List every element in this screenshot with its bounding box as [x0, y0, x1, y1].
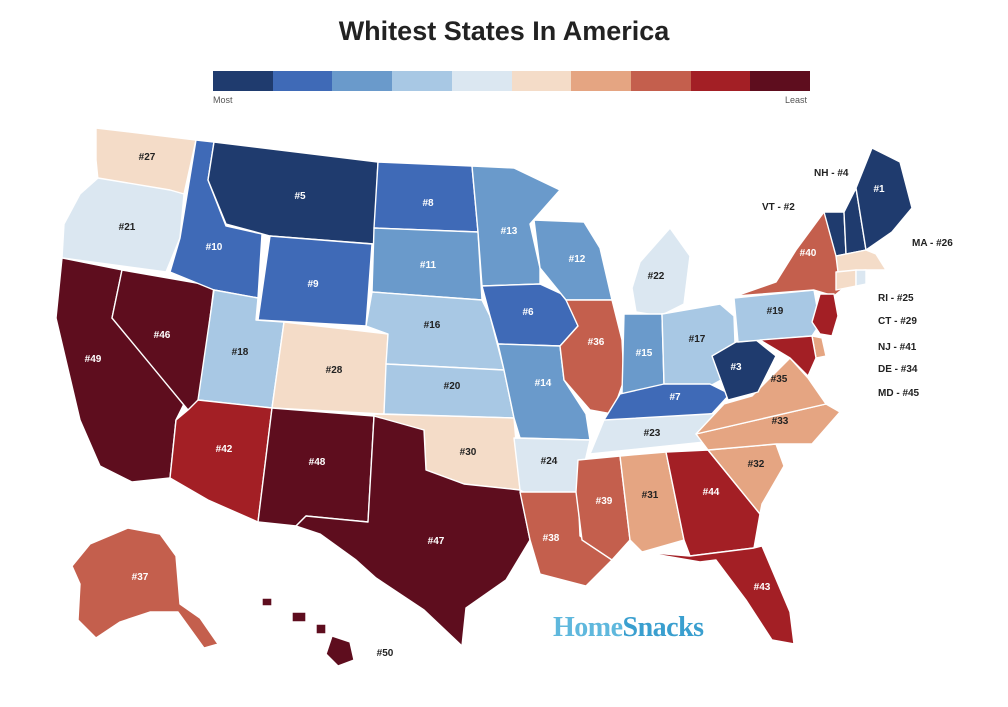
rank-label-ne: #16 [424, 320, 441, 331]
legend-swatch [750, 71, 811, 91]
rank-label-ok: #30 [460, 447, 477, 458]
rank-label-mn: #13 [501, 226, 518, 237]
state-mi[interactable] [631, 227, 691, 317]
legend-swatch [511, 71, 572, 91]
legend-swatch [392, 71, 452, 91]
color-legend [213, 71, 811, 91]
rank-label-mi: #22 [648, 271, 665, 282]
state-ne[interactable] [365, 291, 505, 371]
rank-label-ky: #7 [669, 392, 681, 403]
rank-label-fl: #43 [754, 582, 771, 593]
rank-label-ca: #49 [85, 354, 102, 365]
legend-swatch [213, 71, 273, 91]
state-al[interactable] [619, 451, 685, 553]
state-wv[interactable] [711, 339, 777, 401]
callout-label-ri: RI - #25 [878, 293, 914, 304]
rank-label-id: #10 [206, 242, 223, 253]
state-ak[interactable] [71, 527, 219, 649]
state-me[interactable] [855, 147, 913, 251]
rank-label-la: #38 [543, 533, 560, 544]
rank-label-wy: #9 [307, 279, 319, 290]
rank-label-nd: #8 [422, 198, 434, 209]
rank-label-wi: #12 [569, 254, 586, 265]
rank-label-sc: #32 [748, 459, 765, 470]
rank-label-ar: #24 [541, 456, 558, 467]
state-or[interactable] [61, 177, 185, 273]
callout-label-nh: NH - #4 [814, 168, 849, 179]
rank-label-va: #35 [771, 374, 788, 385]
rank-label-in: #15 [636, 348, 653, 359]
rank-label-pa: #19 [767, 306, 784, 317]
state-fl[interactable] [641, 545, 795, 645]
map-title: Whitest States In America [338, 16, 670, 46]
callout-label-ma: MA - #26 [912, 238, 953, 249]
rank-label-tx: #47 [428, 536, 445, 547]
rank-label-wv: #3 [730, 362, 742, 373]
legend-swatch [630, 71, 691, 91]
legend-high-label: Least [785, 95, 808, 105]
state-hi[interactable] [261, 597, 355, 667]
rank-label-ut: #18 [232, 347, 249, 358]
rank-label-or: #21 [119, 222, 136, 233]
callout-label-de: DE - #34 [878, 364, 918, 375]
rank-label-ms: #39 [596, 496, 613, 507]
legend-swatch [571, 71, 631, 91]
rank-label-oh: #17 [689, 334, 706, 345]
state-ri[interactable] [855, 269, 867, 287]
rank-label-ga: #44 [703, 487, 720, 498]
rank-label-ia: #6 [522, 307, 534, 318]
callout-label-nj: NJ - #41 [878, 342, 917, 353]
legend-swatch [332, 71, 393, 91]
homesnacks-logo: HomeSnacks [553, 612, 704, 643]
callout-label-md: MD - #45 [878, 388, 920, 399]
rank-label-wa: #27 [139, 152, 156, 163]
rank-label-co: #28 [326, 365, 343, 376]
rank-label-nm: #48 [309, 457, 326, 468]
rank-label-mo: #14 [535, 378, 552, 389]
rank-label-nv: #46 [154, 330, 171, 341]
legend-swatch [451, 71, 512, 91]
rank-label-al: #31 [642, 490, 659, 501]
rank-label-il: #36 [588, 337, 605, 348]
rank-label-ks: #20 [444, 381, 461, 392]
rank-label-me: #1 [873, 184, 885, 195]
legend-low-label: Most [213, 95, 233, 105]
state-va[interactable] [695, 357, 827, 435]
state-tx[interactable] [295, 415, 531, 647]
legend-swatch [690, 71, 751, 91]
state-ct[interactable] [835, 269, 857, 291]
legend-swatch [272, 71, 333, 91]
callout-label-vt: VT - #2 [762, 202, 795, 213]
callout-label-ct: CT - #29 [878, 316, 917, 327]
rank-label-tn: #23 [644, 428, 661, 439]
rank-label-az: #42 [216, 444, 233, 455]
rank-label-ak: #37 [132, 572, 149, 583]
state-nj[interactable] [811, 293, 839, 337]
state-az[interactable] [169, 399, 273, 523]
rank-label-hi: #50 [377, 648, 394, 659]
state-nd[interactable] [373, 161, 479, 233]
state-il[interactable] [559, 299, 625, 415]
state-md[interactable] [759, 335, 817, 377]
rank-label-ny: #40 [800, 248, 817, 259]
rank-label-mt: #5 [294, 191, 306, 202]
rank-label-nc: #33 [772, 416, 789, 427]
rank-label-sd: #11 [420, 260, 437, 271]
